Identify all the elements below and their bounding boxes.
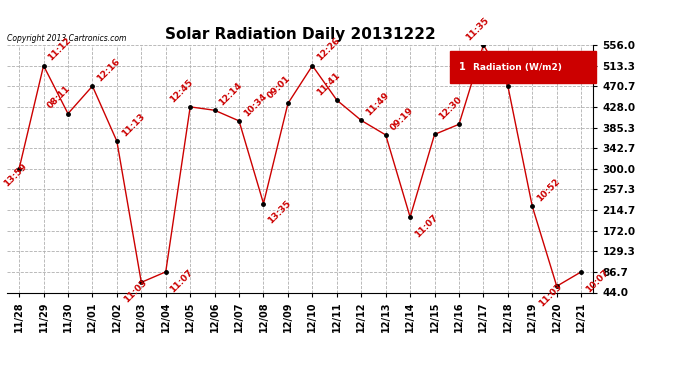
Text: 11:35: 11:35 (464, 16, 491, 42)
Text: 11:49: 11:49 (364, 91, 391, 118)
Text: 13:35: 13:35 (266, 199, 293, 226)
Text: 10:07: 10:07 (584, 268, 611, 294)
Text: 10:34: 10:34 (241, 92, 268, 118)
Text: 13:59: 13:59 (3, 162, 29, 188)
Text: 11:07: 11:07 (413, 213, 440, 239)
Text: 11:07: 11:07 (168, 267, 195, 294)
Text: 11:03: 11:03 (122, 278, 148, 304)
Text: 11:03: 11:03 (538, 282, 564, 309)
Text: 12:42: 12:42 (511, 57, 538, 83)
Text: 12:16: 12:16 (95, 57, 122, 83)
Text: 09:19: 09:19 (388, 105, 415, 132)
Text: 11:41: 11:41 (315, 70, 342, 98)
Text: 09:01: 09:01 (266, 74, 293, 101)
Text: 12:45: 12:45 (168, 77, 195, 104)
Text: 1: 1 (458, 62, 465, 72)
Text: 10:52: 10:52 (535, 177, 562, 204)
Text: 11:13: 11:13 (119, 112, 146, 138)
Text: Copyright 2013 Cartronics.com: Copyright 2013 Cartronics.com (7, 33, 126, 42)
Text: 12:26: 12:26 (315, 36, 342, 63)
Text: 12:14: 12:14 (217, 81, 244, 108)
FancyBboxPatch shape (450, 51, 596, 83)
Text: 11:12: 11:12 (46, 36, 73, 63)
Text: Radiation (W/m2): Radiation (W/m2) (473, 63, 562, 72)
Title: Solar Radiation Daily 20131222: Solar Radiation Daily 20131222 (165, 27, 435, 42)
Text: 12:30: 12:30 (437, 95, 463, 122)
Text: 08:11: 08:11 (46, 84, 72, 111)
